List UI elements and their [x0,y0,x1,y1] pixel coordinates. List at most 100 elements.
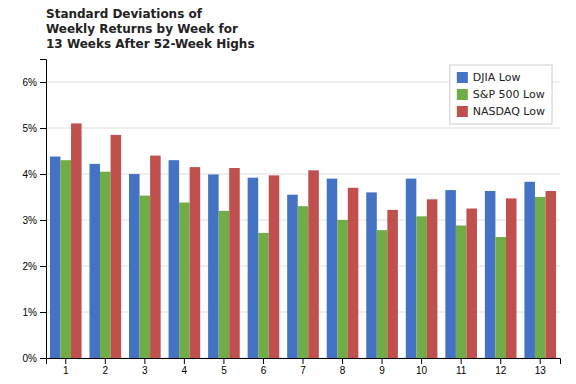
bar [229,168,240,358]
bar [445,190,456,358]
bar [506,198,517,358]
tick-label: 5% [23,123,38,134]
tick-label: 8 [340,365,346,376]
tick-mark [303,358,304,364]
tick-label: 7 [300,365,306,376]
tick: 12 [495,358,507,376]
grid-line [46,128,560,129]
tick: 1 [63,358,69,376]
legend-swatch [457,72,468,83]
bar [298,206,309,358]
tick-label: 13 [535,365,547,376]
tick: 8 [340,358,346,376]
grid-line [46,174,560,175]
tick-mark [421,358,422,364]
legend-label: S&P 500 Low [473,88,545,101]
tick: 5 [221,358,227,376]
tick-mark [40,266,46,267]
tick-mark [263,358,264,364]
bar [190,167,201,358]
tick-mark [461,358,462,364]
bar [308,170,319,358]
bar-series [60,160,545,358]
legend-item: NASDAQ Low [457,105,545,118]
bar [208,174,219,358]
bar [150,156,161,358]
tick: 7 [300,358,306,376]
tick: 13 [535,358,547,376]
bar [377,230,388,358]
tick-label: 0% [23,353,38,364]
bar [327,179,338,358]
tick: 2 [103,358,109,376]
bar [71,123,82,358]
legend-item: S&P 500 Low [457,88,545,101]
tick-mark [105,358,106,364]
tick-mark [184,358,185,364]
bar-series [71,123,556,358]
tick-mark [342,358,343,364]
tick-label: 4% [23,169,38,180]
legend-label: DJIA Low [473,71,521,84]
bar [485,191,496,358]
bar [60,160,71,358]
tick-label: 9 [379,365,385,376]
tick: 6 [261,358,267,376]
tick-label: 4 [182,365,188,376]
legend-label: NASDAQ Low [473,105,545,118]
bar [169,160,180,358]
bar [524,182,535,358]
legend-item: DJIA Low [457,71,521,84]
title-line: Weekly Returns by Week for [46,22,238,36]
bar [495,237,506,358]
tick-mark [65,358,66,364]
tick-label: 6% [23,77,38,88]
tick: 1% [23,307,46,318]
bar [287,195,298,358]
bar [416,216,427,358]
tick: 3 [142,358,148,376]
bar-series [50,157,535,358]
bar [427,199,438,358]
bar [248,178,259,358]
bar [258,233,269,358]
tick-label: 11 [456,365,467,376]
tick: 0% [23,353,46,364]
tick-mark [540,358,541,364]
title-line: 13 Weeks After 52-Week Highs [46,37,255,51]
legend: DJIA Low S&P 500 Low NASDAQ Low [450,65,552,124]
axis-domain [47,359,561,365]
bar [89,164,100,358]
tick-label: 10 [416,365,428,376]
tick: 4% [23,169,46,180]
tick-label: 3% [23,215,38,226]
tick-label: 2 [103,365,109,376]
tick-mark [40,128,46,129]
bar [100,172,111,358]
tick-mark [144,358,145,364]
bar [387,210,398,358]
tick-label: 3 [142,365,148,376]
tick: 11 [456,358,467,376]
bar [140,196,151,358]
axis-domain [40,60,47,359]
bar [466,209,477,359]
legend-swatch [457,106,468,117]
tick: 4 [182,358,188,376]
tick-label: 12 [495,365,507,376]
bar [406,179,417,358]
tick: 10 [416,358,428,376]
bar [179,203,190,358]
tick: 9 [379,358,385,376]
y-axis: 0%1%2%3%4%5%6% [23,60,47,364]
tick-label: 1% [23,307,38,318]
tick-mark [223,358,224,364]
bars [50,123,556,358]
legend-box [450,65,552,124]
legend-swatch [457,89,468,100]
bar [535,197,546,358]
tick-mark [40,312,46,313]
bar [456,226,467,358]
tick-mark [500,358,501,364]
tick-mark [40,220,46,221]
